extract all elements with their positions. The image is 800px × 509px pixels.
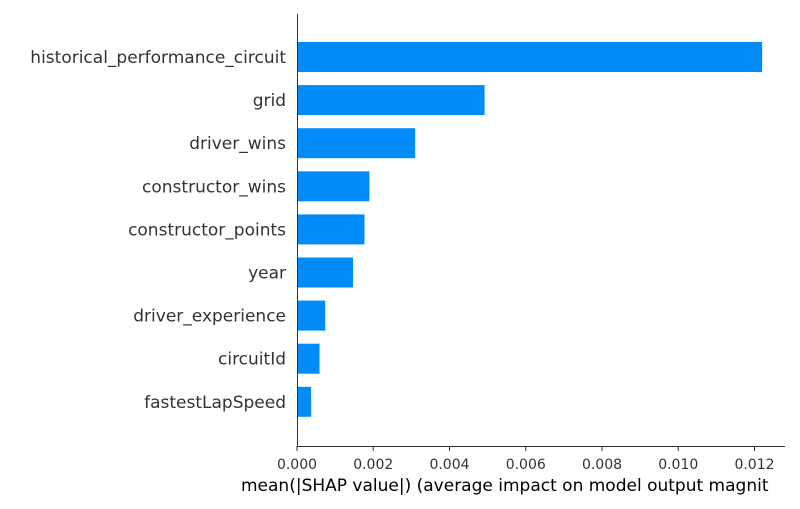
bar-constructor-points <box>297 214 365 245</box>
feature-label: circuitId <box>218 350 286 370</box>
bar-historical-performance-circuit <box>297 42 763 72</box>
bar-fastestlapspeed <box>297 386 312 417</box>
feature-label: year <box>248 264 286 284</box>
x-tick-label: 0.010 <box>658 457 698 473</box>
feature-label: historical_performance_circuit <box>30 48 286 68</box>
feature-label: fastestLapSpeed <box>144 393 286 413</box>
bars-layer <box>297 42 763 417</box>
feature-label: constructor_points <box>128 220 286 240</box>
bar-circuitid <box>297 343 320 374</box>
x-tick-label: 0.012 <box>734 457 774 473</box>
x-tick-label: 0.006 <box>506 457 546 473</box>
x-tick-label: 0.002 <box>353 457 393 473</box>
feature-label: driver_wins <box>189 134 286 154</box>
x-tick-label: 0.004 <box>429 457 469 473</box>
x-axis-ticks: 0.000 0.002 0.004 0.006 0.008 0.010 0.012 <box>277 446 775 473</box>
bar-driver-experience <box>297 300 326 331</box>
feature-label: constructor_wins <box>142 177 286 197</box>
x-axis-title: mean(|SHAP value|) (average impact on mo… <box>241 476 769 496</box>
bar-driver-wins <box>297 128 416 159</box>
bar-year <box>297 257 354 288</box>
feature-label: driver_experience <box>133 307 286 327</box>
x-tick-label: 0.000 <box>277 457 317 473</box>
x-tick-label: 0.008 <box>582 457 622 473</box>
bar-grid <box>297 85 485 116</box>
feature-label: grid <box>253 91 286 111</box>
bar-constructor-wins <box>297 171 370 202</box>
